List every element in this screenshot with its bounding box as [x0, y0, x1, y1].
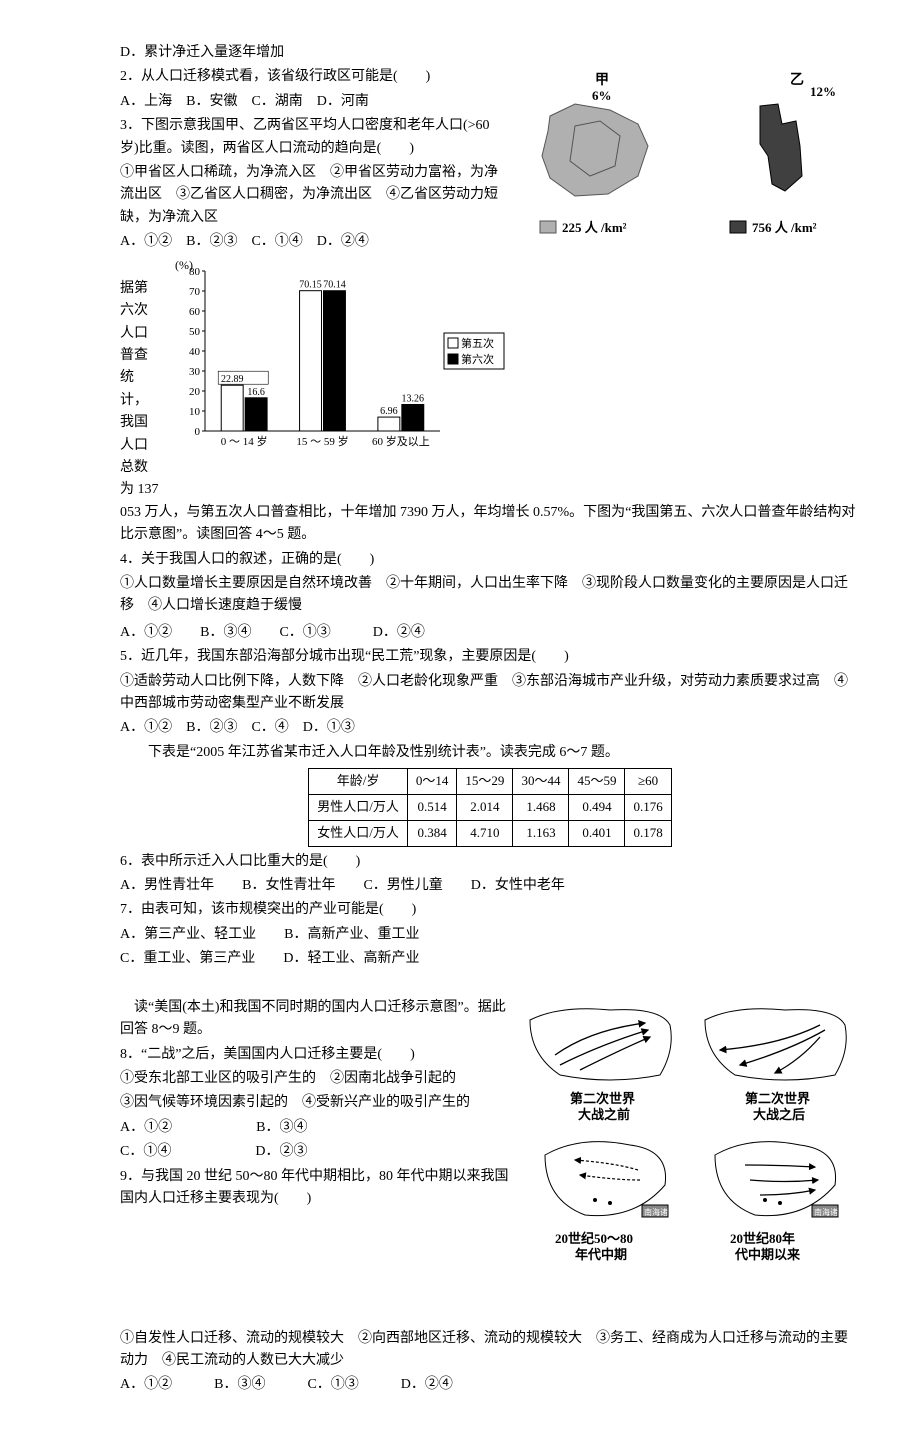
legend-jia-text: 225 人 /km²: [562, 220, 627, 235]
arrow: [580, 1175, 640, 1180]
cap-china-5080-1: 20世纪50～80: [555, 1231, 633, 1246]
svg-text:22.89: 22.89: [221, 374, 244, 385]
svg-text:0: 0: [195, 426, 201, 438]
question-4-options: A．①② B．③④ C．①③ D．②④: [120, 622, 860, 644]
jia-label: 甲: [595, 72, 609, 88]
arrow: [740, 1030, 825, 1065]
table-intro: 下表是“2005 年江苏省某市迁入人口年龄及性别统计表”。读表完成 6～7 题。: [120, 742, 860, 764]
question-6: 6．表中所示迁入人口比重大的是( ): [120, 851, 860, 873]
cap-china-80plus-1: 20世纪80年: [730, 1231, 795, 1246]
option-d: D．累计净迁入量逐年增加: [120, 42, 860, 64]
arrow: [555, 1023, 645, 1055]
arrow: [560, 1030, 648, 1065]
question-5-options: A．①② B．②③ C．④ D．①③: [120, 717, 860, 739]
svg-text:16.6: 16.6: [247, 386, 265, 397]
svg-text:第五次: 第五次: [461, 336, 494, 350]
legend-jia-swatch: [540, 221, 556, 233]
figure-migration-maps: 第二次世界 大战之前 第二次世界 大战之后 南海诸岛 20世纪50～80 年代中…: [520, 995, 860, 1293]
svg-text:0 ～ 14 岁: 0 ～ 14 岁: [221, 434, 268, 448]
svg-text:30: 30: [189, 366, 201, 378]
th-60plus: ≥60: [625, 769, 671, 795]
arrow: [580, 1037, 650, 1070]
svg-text:60: 60: [189, 306, 201, 318]
migration-svg: 第二次世界 大战之前 第二次世界 大战之后 南海诸岛 20世纪50～80 年代中…: [520, 995, 860, 1285]
arrow: [750, 1180, 818, 1182]
cap-usa-after-2: 大战之后: [753, 1107, 805, 1122]
svg-text:10: 10: [189, 406, 201, 418]
cap-usa-before-1: 第二次世界: [570, 1091, 635, 1106]
th-age: 年龄/岁: [309, 769, 408, 795]
svg-text:15 ～ 59 岁: 15 ～ 59 岁: [296, 434, 348, 448]
arrow: [575, 1160, 638, 1170]
map-svg: 甲 6% 乙 12% 225 人 /km² 756 人 /km²: [520, 66, 860, 246]
svg-text:南海诸岛: 南海诸岛: [644, 1207, 676, 1217]
svg-text:40: 40: [189, 346, 201, 358]
yi-label: 乙: [790, 72, 804, 88]
yi-pct: 12%: [810, 84, 836, 99]
usa-before-outline: [530, 1009, 671, 1080]
svg-text:70.14: 70.14: [323, 279, 346, 290]
jia-pct: 6%: [592, 88, 612, 103]
jia-shape: [542, 104, 648, 196]
arrow: [775, 1037, 820, 1073]
th-30-44: 30～44: [513, 769, 569, 795]
question-5: 5．近几年，我国东部沿海部分城市出现“民工荒”现象，主要原因是( ): [120, 646, 860, 668]
cell: 1.468: [513, 794, 569, 820]
svg-text:13.26: 13.26: [402, 393, 425, 404]
svg-text:60 岁及以上: 60 岁及以上: [372, 434, 430, 448]
svg-text:70: 70: [189, 286, 201, 298]
cap-usa-after-1: 第二次世界: [745, 1091, 810, 1106]
figure-bar-chart: (%)0102030405060708022.8916.60 ～ 14 岁70.…: [170, 256, 510, 474]
svg-text:20: 20: [189, 386, 201, 398]
th-15-29: 15～29: [457, 769, 513, 795]
cap-usa-before-2: 大战之前: [578, 1107, 630, 1122]
question-7-options-b: C．重工业、第三产业 D．轻工业、高新产业: [120, 948, 860, 970]
arrow: [720, 1025, 820, 1050]
bar-chart-svg: (%)0102030405060708022.8916.60 ～ 14 岁70.…: [170, 256, 510, 466]
svg-text:70.15: 70.15: [299, 279, 322, 290]
cell: 0.494: [569, 794, 625, 820]
svg-text:6.96: 6.96: [380, 406, 398, 417]
legend-yi-swatch: [730, 221, 746, 233]
cell: 1.163: [513, 820, 569, 846]
svg-text:80: 80: [189, 266, 201, 278]
question-7: 7．由表可知，该市规模突出的产业可能是( ): [120, 899, 860, 921]
cell: 0.401: [569, 820, 625, 846]
cell: 0.384: [407, 820, 457, 846]
table-row: 男性人口/万人 0.514 2.014 1.468 0.494 0.176: [309, 794, 671, 820]
cell: 2.014: [457, 794, 513, 820]
arrow: [745, 1165, 815, 1167]
cell: 0.178: [625, 820, 671, 846]
svg-text:第六次: 第六次: [461, 352, 494, 366]
migration-table: 年龄/岁 0～14 15～29 30～44 45～59 ≥60 男性人口/万人 …: [308, 768, 671, 846]
svg-text:50: 50: [189, 326, 201, 338]
legend-yi-text: 756 人 /km²: [752, 220, 817, 235]
svg-text:南海诸岛: 南海诸岛: [814, 1207, 846, 1217]
yi-shape: [760, 104, 802, 191]
th-45-59: 45～59: [569, 769, 625, 795]
row-female-label: 女性人口/万人: [309, 820, 408, 846]
row-male-label: 男性人口/万人: [309, 794, 408, 820]
cell: 0.514: [407, 794, 457, 820]
question-4: 4．关于我国人口的叙述，正确的是( ): [120, 549, 860, 571]
cap-china-5080-2: 年代中期: [575, 1247, 627, 1262]
cell: 0.176: [625, 794, 671, 820]
cap-china-80plus-2: 代中期以来: [734, 1247, 801, 1262]
arrow: [760, 1190, 815, 1195]
question-6-options: A．男性青壮年 B．女性青壮年 C．男性儿童 D．女性中老年: [120, 875, 860, 897]
th-0-14: 0～14: [407, 769, 457, 795]
question-4-statements: ①人口数量增长主要原因是自然环境改善 ②十年期间，人口出生率下降 ③现阶段人口数…: [120, 573, 860, 618]
table-row: 年龄/岁 0～14 15～29 30～44 45～59 ≥60: [309, 769, 671, 795]
question-9-options: A．①② B．③④ C．①③ D．②④: [120, 1374, 860, 1396]
cell: 4.710: [457, 820, 513, 846]
question-7-options-a: A．第三产业、轻工业 B．高新产业、重工业: [120, 924, 860, 946]
question-9-statements: ①自发性人口迁移、流动的规模较大 ②向西部地区迁移、流动的规模较大 ③务工、经商…: [120, 1328, 860, 1373]
usa-after-outline: [705, 1009, 846, 1080]
figure-maps: 甲 6% 乙 12% 225 人 /km² 756 人 /km²: [520, 66, 860, 254]
question-5-statements: ①适龄劳动人口比例下降，人数下降 ②人口老龄化现象严重 ③东部沿海城市产业升级，…: [120, 671, 860, 716]
table-row: 女性人口/万人 0.384 4.710 1.163 0.401 0.178: [309, 820, 671, 846]
